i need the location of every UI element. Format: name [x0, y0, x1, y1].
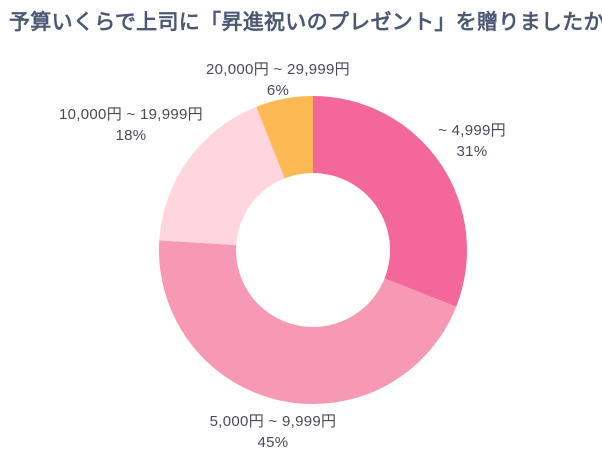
segment-range-text: ~ 4,999円 — [438, 122, 506, 139]
donut-segment-0 — [313, 96, 468, 307]
donut-segment-1 — [158, 240, 457, 405]
chart-title: 予算いくらで上司に「昇進祝いのプレゼント」を贈りましたか？ — [9, 11, 602, 34]
segment-percent-text: 6% — [266, 82, 290, 99]
donut-segment-2 — [159, 106, 285, 246]
segment-label-under-4999: ~ 4,999円 31% — [438, 120, 506, 162]
segment-label-5000-9999: 5,000円 ~ 9,999円 45% — [210, 411, 337, 451]
segment-label-10000-19999: 10,000円 ~ 19,999円 18% — [59, 104, 203, 146]
segment-percent-text: 31% — [456, 143, 488, 160]
segment-range-text: 20,000円 ~ 29,999円 — [206, 61, 350, 78]
segment-percent-text: 45% — [257, 434, 289, 451]
donut-segment-3 — [256, 96, 313, 179]
segment-percent-text: 18% — [115, 127, 147, 144]
segment-range-text: 5,000円 ~ 9,999円 — [209, 413, 337, 430]
segment-range-text: 10,000円 ~ 19,999円 — [59, 106, 203, 123]
segment-label-20000-29999: 20,000円 ~ 29,999円 6% — [206, 59, 350, 101]
